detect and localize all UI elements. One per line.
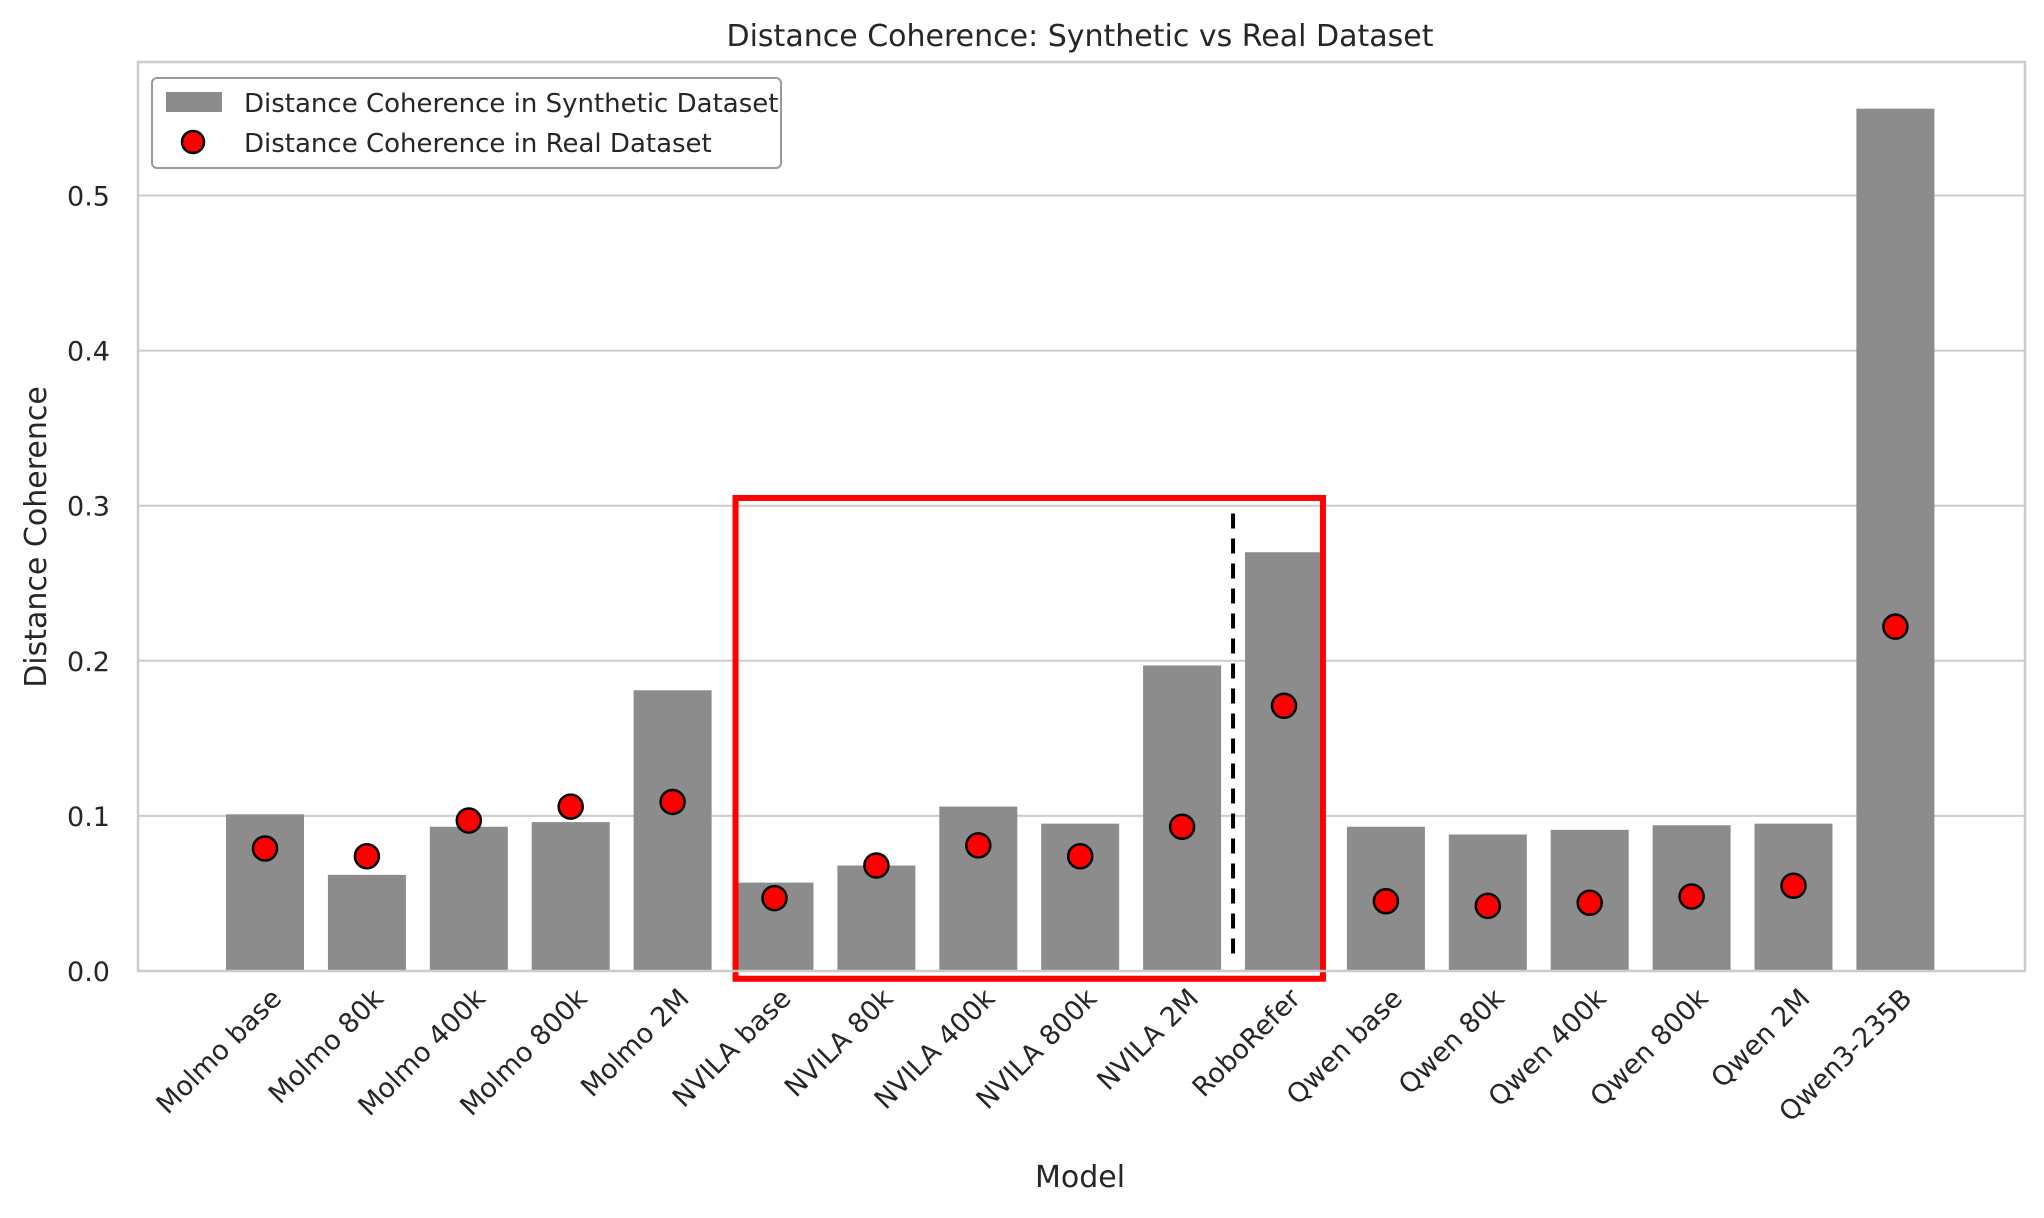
annotations-group	[732, 494, 1326, 982]
dot-real	[455, 807, 483, 834]
bar-synthetic	[1856, 108, 1935, 972]
dot-real	[557, 793, 584, 820]
legend-frame	[151, 77, 782, 169]
dots-group	[251, 613, 1909, 920]
y-tick-labels: 0.0 0.1 0.2 0.3 0.4 0.5	[67, 182, 110, 989]
dot-real	[965, 832, 992, 859]
bars-group	[226, 108, 1935, 972]
bar-synthetic	[531, 822, 610, 971]
highlight-box	[732, 494, 1326, 982]
y-tick-label: 0.0	[67, 957, 110, 988]
dot-real	[761, 884, 788, 912]
bar-synthetic	[837, 865, 916, 971]
gridlines	[138, 194, 2025, 817]
x-axis-label: Model	[1035, 1160, 1125, 1195]
dot-real	[1576, 889, 1603, 917]
dot-real	[1270, 692, 1298, 720]
bar-synthetic	[429, 826, 508, 971]
legend-swatch-real	[180, 129, 206, 155]
y-tick-label: 0.2	[67, 647, 110, 678]
dot-real	[251, 835, 279, 862]
plot-frame	[136, 60, 2027, 973]
y-tick-label: 0.5	[67, 182, 110, 213]
y-tick-label: 0.3	[67, 492, 110, 523]
chart-title: Distance Coherence: Synthetic vs Real Da…	[726, 19, 1433, 54]
dot-real	[1066, 842, 1094, 870]
dot-real	[1780, 872, 1807, 899]
dot-real	[1168, 813, 1196, 841]
dot-real	[863, 852, 890, 879]
dot-real	[1678, 883, 1705, 910]
dot-real	[1882, 613, 1909, 640]
dot-real	[1372, 887, 1400, 915]
y-tick-label: 0.4	[67, 337, 110, 368]
legend: Distance Coherence in Synthetic Dataset …	[151, 77, 782, 169]
y-tick-label: 0.1	[67, 802, 110, 833]
dot-real	[353, 842, 381, 870]
legend-label-synthetic: Distance Coherence in Synthetic Dataset	[244, 89, 778, 119]
dot-real	[1474, 892, 1502, 920]
bar-synthetic	[1245, 552, 1323, 971]
legend-label-real: Distance Coherence in Real Dataset	[244, 129, 712, 159]
bar-synthetic	[327, 874, 406, 971]
legend-swatch-synthetic	[166, 92, 222, 112]
bar-synthetic	[633, 690, 712, 971]
y-axis-label: Distance Coherence	[19, 386, 54, 688]
dot-real	[659, 788, 686, 816]
bar-synthetic	[939, 806, 1018, 971]
